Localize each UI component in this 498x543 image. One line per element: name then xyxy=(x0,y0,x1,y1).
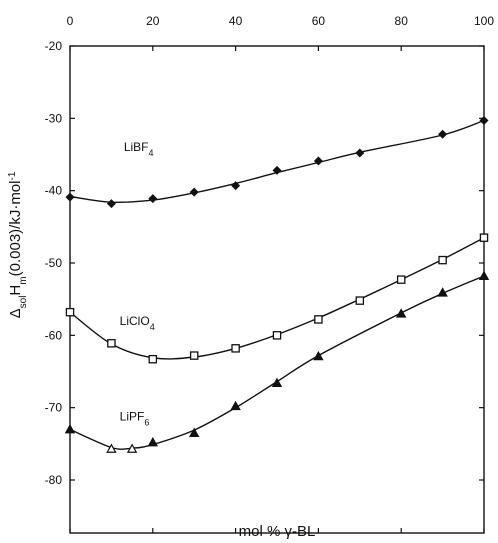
data-point-square xyxy=(479,233,489,242)
x-tick-label: 60 xyxy=(312,14,326,28)
x-tick-label: 100 xyxy=(474,14,494,28)
y-tick-label: -30 xyxy=(45,111,63,125)
data-point-triangle xyxy=(106,443,117,453)
data-point-triangle xyxy=(313,350,324,361)
data-point-square xyxy=(314,315,323,324)
y-axis-title: ΔsolHm(0.003)/kJ·mol-1 xyxy=(7,171,29,318)
data-point-square xyxy=(438,255,447,265)
series-label: LiPF6 xyxy=(120,410,150,428)
x-tick-label: 0 xyxy=(67,14,74,28)
data-point-triangle xyxy=(478,270,490,280)
data-point-diamond xyxy=(189,187,199,197)
tick-group: 0 20 40 60 80 100 -20 -30 -40 -50 -60 -70 -80 xyxy=(45,14,494,533)
y-tick-label: -60 xyxy=(45,328,63,342)
series-labels: LiBF4 LiClO4 LiPF6 xyxy=(120,140,155,428)
fit-curve xyxy=(69,237,485,360)
data-point-diamond xyxy=(355,148,365,158)
data-point-triangle xyxy=(126,443,138,453)
data-point-diamond xyxy=(479,116,489,126)
data-point-triangle xyxy=(271,377,283,388)
data-point-square xyxy=(189,351,199,360)
x-tick-label: 40 xyxy=(229,14,243,28)
data-point-diamond xyxy=(231,181,241,191)
x-axis-title: mol % γ-BL xyxy=(239,523,316,540)
data-point-square xyxy=(272,331,282,340)
plot-frame xyxy=(69,45,485,534)
data-point-square xyxy=(148,354,158,364)
data-point-square xyxy=(107,339,116,348)
y-tick-label: -50 xyxy=(45,256,63,270)
data-point-square xyxy=(396,275,406,284)
data-point-diamond xyxy=(148,194,158,204)
data-point-triangle xyxy=(147,436,159,447)
data-point-triangle xyxy=(395,308,407,318)
y-tick-label: -40 xyxy=(45,184,63,198)
y-tick-label: -80 xyxy=(45,473,63,487)
series-label: LiBF4 xyxy=(124,140,154,158)
x-tick-label: 80 xyxy=(395,14,409,28)
data-point-diamond xyxy=(272,165,282,175)
data-points xyxy=(64,116,490,453)
data-point-diamond xyxy=(65,192,75,202)
data-point-triangle xyxy=(437,287,448,297)
data-point-diamond xyxy=(106,199,116,209)
data-point-diamond xyxy=(313,156,323,166)
y-tick-label: -20 xyxy=(45,39,63,53)
data-point-triangle xyxy=(64,423,76,434)
data-point-square xyxy=(231,344,240,353)
x-tick-label: 20 xyxy=(146,14,160,28)
data-point-triangle xyxy=(188,427,200,437)
series-label: LiClO4 xyxy=(120,314,155,332)
data-point-square xyxy=(355,296,365,305)
data-point-diamond xyxy=(438,129,448,139)
data-point-square xyxy=(65,307,75,317)
fit-curve xyxy=(69,119,485,204)
data-point-triangle xyxy=(230,400,241,411)
y-tick-label: -70 xyxy=(45,401,63,415)
